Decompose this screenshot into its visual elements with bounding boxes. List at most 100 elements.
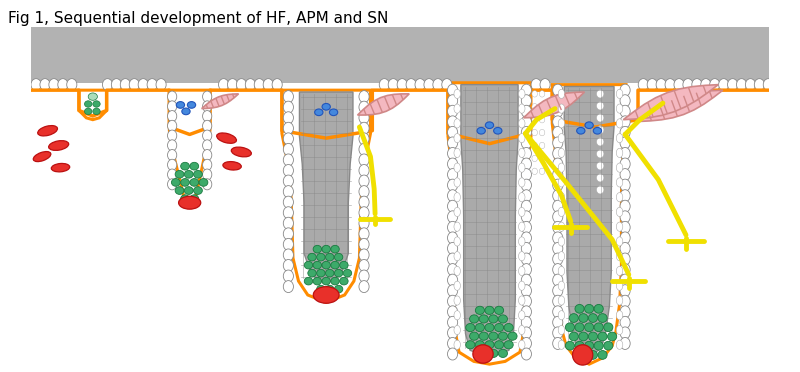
Ellipse shape: [202, 169, 212, 180]
Ellipse shape: [340, 278, 348, 285]
Ellipse shape: [283, 112, 294, 124]
Ellipse shape: [167, 140, 177, 151]
Ellipse shape: [156, 78, 166, 91]
Ellipse shape: [597, 114, 604, 122]
Ellipse shape: [489, 332, 498, 340]
Ellipse shape: [93, 101, 100, 107]
Ellipse shape: [539, 129, 545, 136]
Ellipse shape: [313, 246, 322, 253]
Ellipse shape: [620, 232, 630, 244]
Ellipse shape: [331, 278, 339, 285]
Ellipse shape: [359, 91, 369, 103]
Ellipse shape: [359, 175, 369, 187]
Ellipse shape: [178, 196, 201, 209]
Ellipse shape: [620, 221, 630, 233]
Ellipse shape: [558, 207, 565, 217]
Ellipse shape: [597, 90, 604, 98]
Ellipse shape: [359, 196, 369, 208]
Ellipse shape: [51, 163, 70, 172]
Ellipse shape: [34, 151, 51, 161]
Ellipse shape: [616, 134, 622, 143]
Ellipse shape: [454, 237, 461, 246]
Ellipse shape: [553, 200, 563, 212]
Ellipse shape: [579, 332, 588, 341]
Ellipse shape: [518, 89, 525, 99]
Ellipse shape: [620, 253, 630, 265]
Ellipse shape: [454, 207, 461, 217]
Ellipse shape: [283, 164, 294, 176]
Ellipse shape: [616, 266, 622, 276]
Ellipse shape: [313, 278, 322, 285]
Ellipse shape: [447, 337, 458, 349]
Ellipse shape: [558, 148, 565, 157]
Ellipse shape: [656, 78, 666, 91]
Ellipse shape: [522, 274, 531, 286]
Ellipse shape: [447, 158, 458, 170]
Ellipse shape: [532, 103, 538, 110]
Ellipse shape: [171, 179, 180, 186]
Ellipse shape: [486, 122, 494, 129]
Polygon shape: [358, 94, 410, 115]
Ellipse shape: [522, 158, 531, 170]
Ellipse shape: [473, 345, 493, 363]
Ellipse shape: [175, 170, 184, 178]
Ellipse shape: [616, 311, 622, 320]
Ellipse shape: [58, 78, 68, 91]
Ellipse shape: [620, 211, 630, 223]
Ellipse shape: [620, 147, 630, 160]
Ellipse shape: [518, 266, 525, 276]
Ellipse shape: [522, 306, 531, 318]
Ellipse shape: [522, 211, 531, 223]
Ellipse shape: [447, 243, 458, 254]
Ellipse shape: [479, 332, 488, 340]
Ellipse shape: [553, 232, 563, 244]
Ellipse shape: [616, 119, 622, 128]
Ellipse shape: [531, 78, 542, 91]
Ellipse shape: [447, 264, 458, 276]
Ellipse shape: [167, 130, 177, 141]
Ellipse shape: [558, 266, 565, 276]
Ellipse shape: [359, 270, 369, 282]
Ellipse shape: [246, 78, 255, 91]
Ellipse shape: [489, 315, 498, 323]
Ellipse shape: [553, 105, 563, 117]
Ellipse shape: [518, 148, 525, 157]
Ellipse shape: [314, 287, 339, 303]
Ellipse shape: [558, 340, 565, 349]
Ellipse shape: [202, 179, 212, 190]
Ellipse shape: [447, 147, 458, 160]
Ellipse shape: [494, 306, 504, 314]
Ellipse shape: [553, 306, 563, 318]
Ellipse shape: [447, 232, 458, 244]
Ellipse shape: [454, 340, 461, 349]
Ellipse shape: [479, 349, 488, 357]
Ellipse shape: [397, 78, 407, 91]
Ellipse shape: [283, 186, 294, 198]
Ellipse shape: [447, 221, 458, 233]
Ellipse shape: [577, 128, 585, 134]
Ellipse shape: [454, 89, 461, 99]
Ellipse shape: [518, 178, 525, 187]
Ellipse shape: [620, 116, 630, 128]
Ellipse shape: [167, 169, 177, 180]
Ellipse shape: [167, 91, 177, 102]
Ellipse shape: [620, 285, 630, 297]
Ellipse shape: [283, 175, 294, 187]
Ellipse shape: [485, 341, 494, 349]
Ellipse shape: [518, 326, 525, 335]
Ellipse shape: [553, 116, 563, 128]
Ellipse shape: [454, 222, 461, 231]
Ellipse shape: [326, 285, 334, 293]
Ellipse shape: [331, 246, 339, 253]
Ellipse shape: [454, 311, 461, 320]
Ellipse shape: [594, 323, 603, 331]
Ellipse shape: [304, 262, 313, 269]
Ellipse shape: [620, 95, 630, 107]
Ellipse shape: [620, 84, 630, 96]
Ellipse shape: [447, 169, 458, 180]
Ellipse shape: [553, 327, 563, 339]
Ellipse shape: [616, 104, 622, 113]
Ellipse shape: [202, 110, 212, 122]
Ellipse shape: [558, 222, 565, 231]
Ellipse shape: [447, 348, 458, 360]
